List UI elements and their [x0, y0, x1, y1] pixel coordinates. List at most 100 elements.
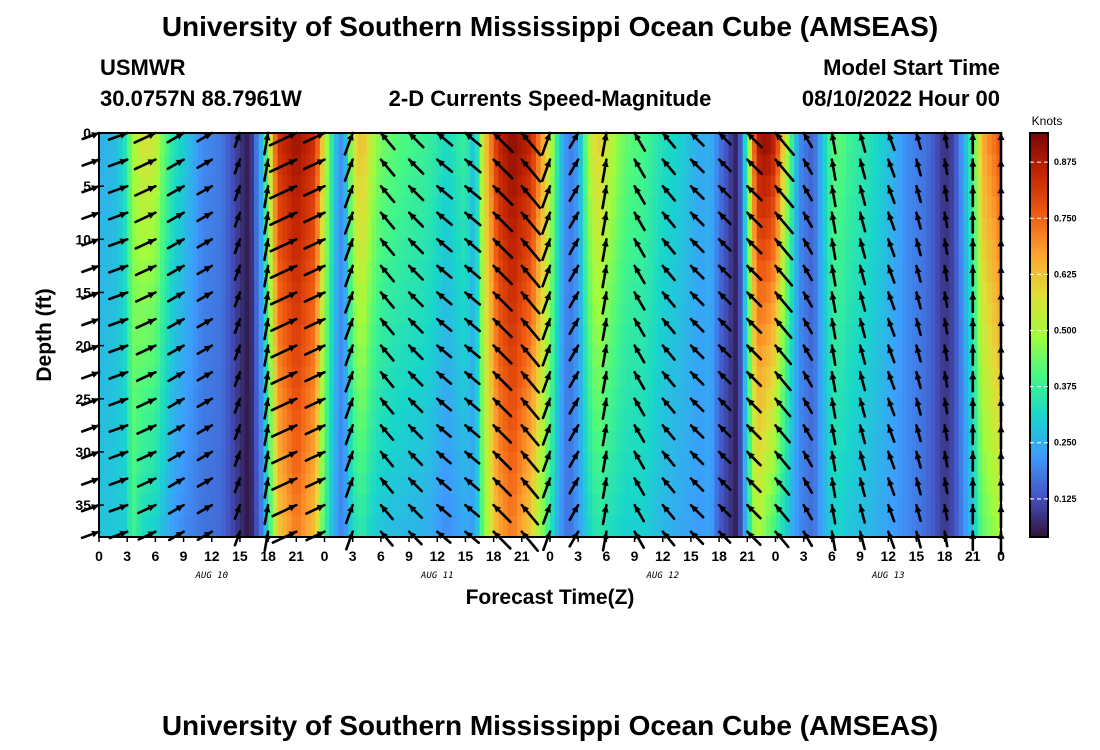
heat-cell	[963, 303, 969, 325]
heat-cell	[855, 281, 861, 304]
heat-cell	[272, 281, 279, 304]
heat-cell	[794, 324, 800, 347]
current-arrow-head	[91, 291, 99, 299]
heat-cell	[662, 515, 669, 538]
heat-cell	[249, 388, 255, 411]
heat-cell	[258, 239, 265, 262]
heat-cell	[606, 260, 612, 283]
heat-cell	[850, 281, 856, 304]
heat-cell	[343, 409, 349, 432]
current-arrow-head	[175, 239, 184, 246]
heat-cell	[554, 430, 560, 453]
heat-cell	[545, 324, 551, 347]
heat-cell	[103, 324, 109, 347]
heat-cell	[427, 175, 434, 198]
current-arrow-head	[263, 212, 271, 221]
heat-cell	[808, 324, 814, 347]
heat-cell	[564, 260, 570, 283]
heat-cell	[888, 388, 894, 411]
heat-cell	[949, 218, 955, 240]
heat-cell	[254, 388, 260, 411]
heat-cell	[813, 196, 819, 219]
heat-cell	[817, 473, 824, 496]
heat-cell	[827, 196, 833, 219]
heat-cell	[878, 515, 885, 538]
heat-cell	[239, 409, 246, 432]
heat-cell	[615, 218, 622, 240]
heat-cell	[296, 303, 302, 325]
current-arrow-head	[521, 398, 529, 407]
heat-cell	[968, 451, 974, 474]
heat-cell	[409, 515, 415, 538]
current-arrow-head	[493, 345, 501, 354]
current-arrow-head	[829, 425, 837, 433]
current-arrow-head	[634, 398, 642, 407]
heat-cell	[507, 154, 514, 177]
heat-cell	[225, 515, 232, 538]
heat-cell	[939, 175, 946, 198]
current-arrow-head	[803, 239, 811, 248]
current-arrow-head	[380, 133, 389, 141]
current-arrow-head	[690, 451, 699, 460]
heat-cell	[282, 451, 288, 474]
heat-cell	[968, 175, 974, 198]
heat-cell	[935, 409, 941, 432]
heat-cell	[131, 154, 138, 177]
heat-cell	[695, 281, 701, 304]
heat-cell	[535, 239, 542, 262]
heat-cell	[695, 494, 701, 517]
current-arrow-head	[719, 372, 727, 380]
heat-cell	[512, 218, 518, 240]
current-arrow-head	[634, 133, 642, 141]
heat-cell	[850, 388, 856, 411]
heat-cell	[949, 388, 955, 411]
heat-cell	[296, 218, 302, 240]
heat-cell	[291, 239, 297, 262]
heat-cell	[394, 366, 401, 389]
heat-cell	[766, 409, 772, 432]
heat-cell	[545, 133, 551, 155]
heat-cell	[319, 260, 326, 283]
heat-cell	[249, 515, 255, 538]
heat-cell	[413, 239, 420, 262]
heat-cell	[874, 473, 880, 496]
current-arrow-head	[887, 425, 894, 434]
heat-cell	[145, 196, 152, 219]
current-arrow-head	[465, 398, 473, 406]
heat-cell	[972, 409, 979, 432]
heat-cell	[160, 324, 166, 347]
heat-cell	[131, 515, 138, 538]
heat-cell	[404, 154, 410, 177]
heat-cell	[568, 175, 575, 198]
heat-cell	[479, 345, 485, 368]
heat-cell	[380, 515, 387, 538]
heat-cell	[216, 388, 222, 411]
heat-cell	[587, 345, 593, 368]
heat-cell	[324, 133, 330, 155]
heat-cell	[907, 324, 913, 347]
heat-cell	[864, 175, 871, 198]
heat-cell	[930, 218, 936, 240]
heat-cell	[160, 260, 166, 283]
heat-cell	[766, 154, 772, 177]
heat-cell	[160, 175, 166, 198]
heat-cell	[841, 175, 847, 198]
current-arrow-head	[437, 478, 445, 486]
heat-cell	[456, 133, 462, 155]
current-arrow-head	[690, 186, 699, 194]
heat-cell	[122, 260, 128, 283]
heat-cell	[432, 409, 438, 432]
heat-cell	[874, 303, 880, 325]
heat-cell	[766, 451, 772, 474]
heat-cell	[596, 239, 603, 262]
heat-cell	[681, 303, 687, 325]
heat-cell	[244, 196, 250, 219]
heat-cell	[291, 196, 297, 219]
current-arrow-head	[147, 212, 156, 219]
current-arrow-head	[380, 186, 389, 194]
heat-cell	[427, 366, 434, 389]
heat-cell	[239, 218, 246, 240]
current-arrow-head	[347, 239, 354, 248]
current-arrow-head	[775, 345, 783, 354]
heat-cell	[221, 175, 227, 198]
